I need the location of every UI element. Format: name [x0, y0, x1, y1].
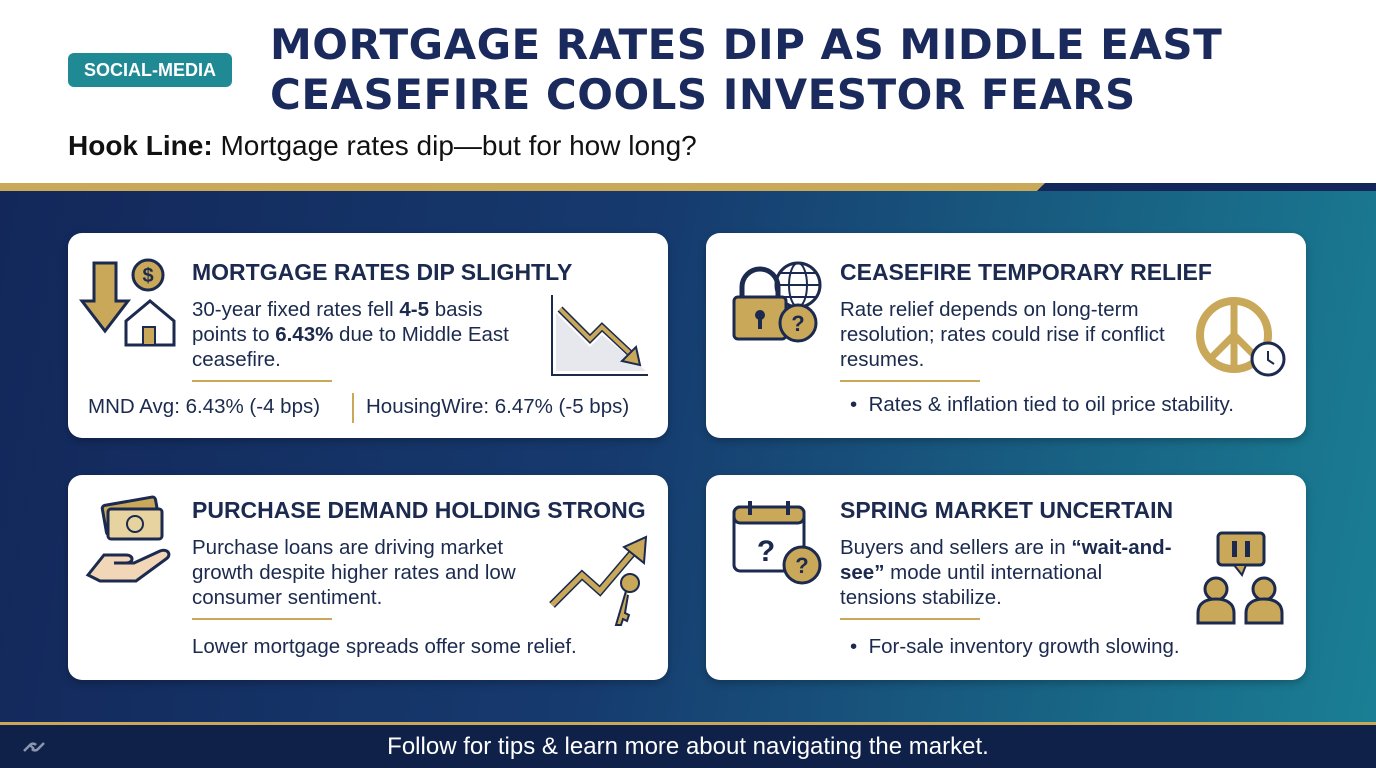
- icon-circle: [620, 573, 640, 593]
- icon: [1196, 531, 1284, 625]
- icon: $: [78, 258, 176, 347]
- icon: ? ?: [732, 501, 822, 585]
- icon-rect: [758, 317, 762, 329]
- footer-text: Follow for tips & learn more about navig…: [387, 733, 989, 760]
- card-body: Purchase loans are driving market growth…: [192, 536, 516, 609]
- icon-circle: [1203, 576, 1229, 602]
- stat-separator: [352, 393, 354, 423]
- body-emphasis: 6.43%: [275, 323, 334, 346]
- icon-rect: [106, 507, 164, 541]
- icon-path: [85, 548, 171, 583]
- card-title: CEASEFIRE TEMPORARY RELIEF: [840, 259, 1212, 285]
- icon-text: ?: [795, 553, 808, 578]
- body-text: Buyers and sellers are in: [840, 536, 1072, 559]
- body-text: due to Middle East ceasefire.: [192, 323, 509, 371]
- icon-circle: [778, 303, 818, 343]
- bullet-text: For-sale inventory growth slowing.: [868, 635, 1180, 658]
- icon: ?: [732, 261, 822, 343]
- icon-path: [1267, 351, 1275, 365]
- icon-path: [124, 299, 176, 347]
- icon-polygon: [1231, 564, 1248, 577]
- hook-text: Mortgage rates dip—but for how long?: [220, 130, 697, 161]
- link-icon: [23, 742, 45, 752]
- bullet-text: Rates & inflation tied to oil price stab…: [868, 393, 1234, 416]
- header: SOCIAL-MEDIA MORTGAGE RATES DIP AS MIDDL…: [0, 0, 1376, 185]
- icon-circle: [782, 545, 822, 585]
- icon: [85, 495, 171, 583]
- icon-text: ?: [757, 535, 775, 568]
- icon-polygon: [556, 313, 646, 371]
- divider: [840, 618, 980, 620]
- icon-path: [614, 590, 631, 626]
- stat: HousingWire: 6.47% (-5 bps): [366, 395, 630, 418]
- icon-polygon: [0, 183, 1045, 191]
- headline: CEASEFIRE COOLS INVESTOR FEARS: [270, 70, 1136, 119]
- icon: [551, 295, 648, 376]
- icon-rect: [1245, 541, 1250, 557]
- card: $ MORTGAGE RATES DIP SLIGHTLY 30-year fi…: [68, 233, 668, 438]
- card: ? ? SPRING MARKET UNCERTAIN Buyers and s…: [706, 475, 1306, 680]
- icon-path: [748, 501, 790, 515]
- card-title: MORTGAGE RATES DIP SLIGHTLY: [192, 259, 573, 285]
- body-emphasis: “wait-and-see”: [840, 536, 1172, 584]
- icon-circle: [126, 515, 144, 533]
- icon-path: [776, 272, 820, 298]
- icon-rect: [1216, 531, 1266, 567]
- icon-rect: [1232, 541, 1237, 557]
- card-body: Rate relief depends on long-term resolut…: [840, 298, 1165, 371]
- icon-circle: [1251, 576, 1277, 602]
- icon: [549, 535, 648, 626]
- body-text: mode until international tensions stabil…: [840, 561, 1103, 609]
- icon-circle: [131, 258, 165, 292]
- icon: [1196, 297, 1286, 377]
- card-title: PURCHASE DEMAND HOLDING STRONG: [192, 497, 646, 523]
- body-text: basis points to: [192, 298, 483, 346]
- icon-rect: [732, 505, 806, 525]
- icon-path: [551, 295, 648, 376]
- icon-text: ?: [791, 311, 804, 336]
- icon-text: $: [142, 265, 153, 287]
- card: ? CEASEFIRE TEMPORARY RELIEF Rate relief…: [706, 233, 1306, 438]
- icon-polygon: [1037, 183, 1376, 191]
- card-body: Buyers and sellers are in “wait-and-see”…: [840, 535, 1180, 610]
- icon-path: [78, 261, 132, 334]
- icon-path: [1196, 597, 1236, 625]
- body-emphasis: 4-5: [399, 298, 430, 321]
- icon-polygon: [622, 535, 648, 565]
- divider: [192, 380, 332, 382]
- card-body: 30-year fixed rates fell 4-5 basis point…: [192, 297, 537, 372]
- icon-path: [558, 307, 636, 359]
- icon-path: [23, 742, 45, 752]
- icon-polygon: [620, 345, 642, 367]
- icon-rect: [142, 326, 156, 346]
- footer: Follow for tips & learn more about navig…: [0, 722, 1376, 768]
- hook-label: Hook Line:: [68, 130, 213, 161]
- header-rule: [0, 183, 1376, 191]
- headline: MORTGAGE RATES DIP AS MIDDLE EAST: [270, 20, 1223, 69]
- card: PURCHASE DEMAND HOLDING STRONG Purchase …: [68, 475, 668, 680]
- stat: MND Avg: 6.43% (-4 bps): [88, 395, 321, 418]
- icon-path: [550, 549, 636, 607]
- divider: [192, 618, 332, 620]
- hook-line: Hook Line: Mortgage rates dip—but for ho…: [68, 130, 697, 162]
- icon-path: [739, 266, 781, 297]
- divider: [840, 380, 980, 382]
- badge: SOCIAL-MEDIA: [68, 53, 232, 87]
- bullet: • Rates & inflation tied to oil price st…: [850, 393, 1234, 416]
- icon-circle: [755, 310, 765, 320]
- icon-path: [1244, 597, 1284, 625]
- bullet: • For-sale inventory growth slowing.: [850, 635, 1180, 658]
- note: Lower mortgage spreads offer some relief…: [192, 635, 577, 658]
- body-text: 30-year fixed rates fell: [192, 298, 400, 321]
- card-title: SPRING MARKET UNCERTAIN: [840, 497, 1174, 523]
